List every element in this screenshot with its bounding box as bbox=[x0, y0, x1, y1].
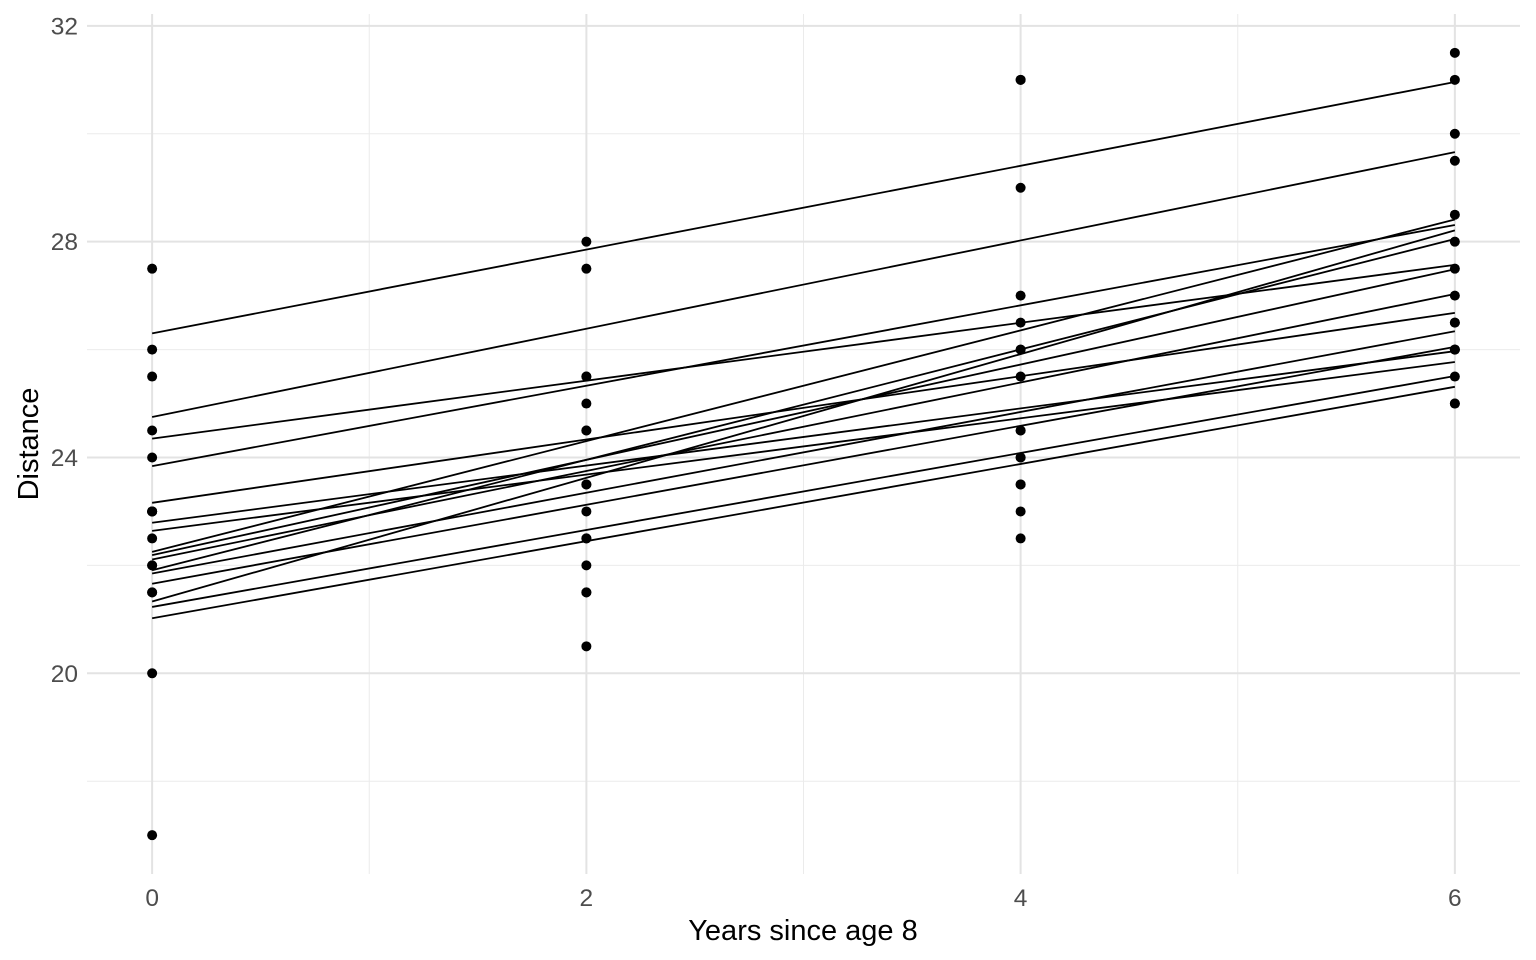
subject-fit-line bbox=[152, 312, 1455, 504]
data-point bbox=[1449, 74, 1460, 85]
subject-fit-line bbox=[151, 81, 1456, 335]
data-point bbox=[147, 830, 158, 841]
data-point bbox=[1015, 506, 1026, 517]
data-point bbox=[147, 668, 158, 679]
subject-fit-line bbox=[152, 350, 1455, 524]
y-tick-label: 20 bbox=[51, 661, 78, 688]
data-point bbox=[147, 371, 158, 382]
subject-fit-lines bbox=[151, 81, 1456, 620]
data-point bbox=[1015, 290, 1026, 301]
subject-fit-line bbox=[151, 218, 1456, 553]
data-point bbox=[1449, 290, 1460, 301]
x-axis-tick-labels: 0 2 4 6 bbox=[145, 885, 1461, 912]
data-point bbox=[147, 452, 158, 463]
data-point bbox=[581, 425, 592, 436]
y-axis-title: Distance bbox=[13, 388, 45, 501]
major-gridlines bbox=[87, 14, 1520, 874]
subject-fit-line bbox=[151, 268, 1456, 557]
data-point bbox=[581, 236, 592, 247]
data-point bbox=[1015, 452, 1026, 463]
data-point bbox=[147, 506, 158, 517]
data-point bbox=[1449, 371, 1460, 382]
data-point bbox=[581, 506, 592, 517]
data-point bbox=[1015, 74, 1026, 85]
subject-fit-line bbox=[151, 375, 1456, 608]
data-point bbox=[1015, 371, 1026, 382]
data-point bbox=[1015, 533, 1026, 544]
x-axis-title: Years since age 8 bbox=[688, 915, 917, 947]
data-point bbox=[1449, 209, 1460, 220]
data-point bbox=[581, 560, 592, 571]
subject-fit-line bbox=[151, 238, 1456, 572]
data-point bbox=[581, 641, 592, 652]
x-tick-label: 6 bbox=[1448, 885, 1462, 912]
y-tick-label: 28 bbox=[51, 229, 78, 256]
data-point bbox=[147, 587, 158, 598]
subject-fit-line bbox=[151, 385, 1456, 620]
x-tick-label: 4 bbox=[1014, 885, 1028, 912]
data-point bbox=[1449, 263, 1460, 274]
data-point bbox=[1015, 344, 1026, 355]
data-point bbox=[581, 263, 592, 274]
data-point bbox=[147, 425, 158, 436]
data-point bbox=[147, 533, 158, 544]
subject-fit-line bbox=[151, 330, 1456, 575]
data-point bbox=[147, 263, 158, 274]
subject-fit-line bbox=[151, 346, 1456, 585]
subject-fit-line bbox=[151, 151, 1456, 418]
data-point bbox=[1449, 344, 1460, 355]
y-axis-tick-labels: 20 24 28 32 bbox=[51, 13, 78, 687]
data-point bbox=[1015, 182, 1026, 193]
data-point bbox=[1449, 128, 1460, 139]
data-point bbox=[581, 533, 592, 544]
data-point bbox=[1015, 425, 1026, 436]
x-tick-label: 0 bbox=[145, 885, 159, 912]
data-point bbox=[1015, 479, 1026, 490]
data-point bbox=[1449, 398, 1460, 409]
data-point bbox=[1449, 317, 1460, 328]
x-tick-label: 2 bbox=[580, 885, 594, 912]
data-points bbox=[147, 47, 1460, 841]
subject-fit-line bbox=[152, 361, 1455, 532]
data-point bbox=[1015, 317, 1026, 328]
data-point bbox=[1449, 155, 1460, 166]
y-tick-label: 32 bbox=[51, 13, 78, 40]
data-point bbox=[1449, 236, 1460, 247]
minor-gridlines bbox=[87, 14, 1520, 874]
data-point bbox=[581, 398, 592, 409]
data-point bbox=[581, 479, 592, 490]
data-point bbox=[581, 587, 592, 598]
data-point bbox=[581, 371, 592, 382]
data-point bbox=[147, 344, 158, 355]
subject-fit-line bbox=[151, 224, 1456, 468]
data-point bbox=[1449, 47, 1460, 58]
y-tick-label: 24 bbox=[51, 445, 78, 472]
subject-fit-line bbox=[151, 229, 1456, 603]
data-point bbox=[147, 560, 158, 571]
